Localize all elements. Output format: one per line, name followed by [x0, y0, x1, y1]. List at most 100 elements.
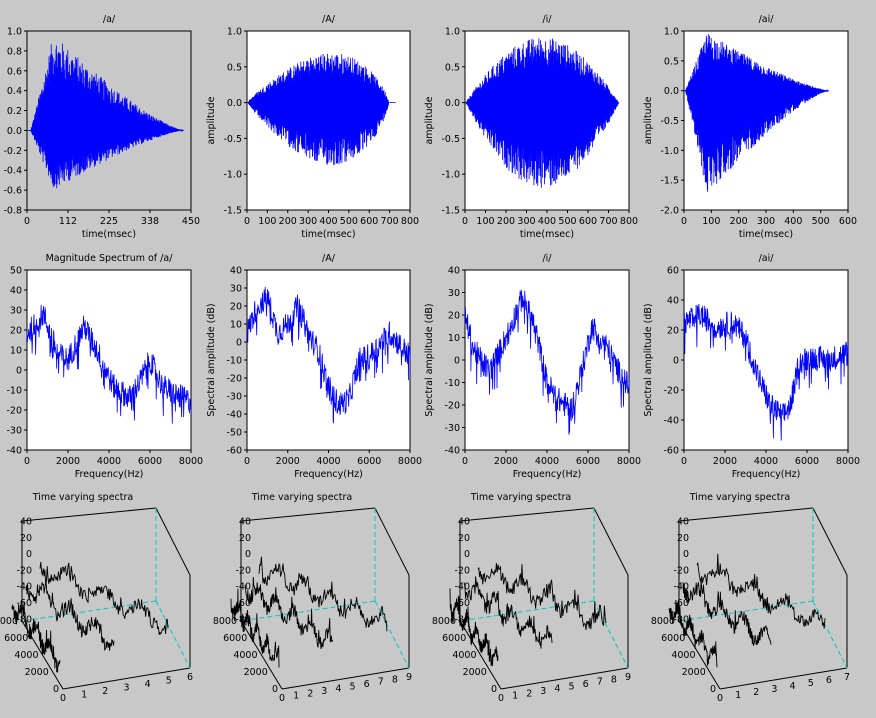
- box-edge: [719, 667, 848, 690]
- y-tick-label: 6000: [223, 633, 247, 644]
- y-axis-label: amplitude: [424, 96, 435, 144]
- y-tick-label: 8000: [213, 616, 237, 627]
- y-tick-label: 40: [10, 286, 22, 297]
- y-tick-label: 0: [53, 684, 59, 695]
- chart-title: /A/: [322, 14, 336, 25]
- spectrum-trace: [39, 561, 169, 635]
- z-tick-label: -40: [454, 582, 470, 593]
- x-axis-label: Frequency(Hz): [732, 469, 801, 480]
- x-tick-label: 600: [839, 216, 857, 227]
- spectrum-line: [464, 289, 630, 435]
- y-tick-label: 4000: [233, 650, 257, 661]
- spectrum-trace: [477, 563, 607, 631]
- x-tick-label: 0: [244, 216, 250, 227]
- box-edge: [62, 667, 191, 690]
- x-tick-label: 100: [476, 216, 494, 227]
- x-tick-label: 1: [735, 690, 741, 701]
- y-tick-label: 1.0: [7, 27, 22, 38]
- x-tick-label: 2: [307, 688, 313, 699]
- y-tick-label: -50: [226, 428, 242, 439]
- x-tick-label: 6000: [795, 456, 819, 467]
- y-tick-label: -1.5: [660, 176, 679, 187]
- x-tick-label: 1: [81, 690, 87, 701]
- y-tick-label: 8000: [0, 616, 18, 627]
- y-tick-label: -0.5: [660, 116, 679, 127]
- box-edge: [374, 507, 410, 576]
- x-tick-label: 112: [59, 216, 77, 227]
- x-tick-label: 7: [378, 677, 384, 688]
- chart-title: /a/: [103, 14, 116, 25]
- y-tick-label: 30: [10, 306, 22, 317]
- x-tick-label: 0: [462, 216, 468, 227]
- x-tick-label: 300: [517, 216, 535, 227]
- x-tick-label: 450: [182, 216, 200, 227]
- x-tick-label: 6: [364, 679, 370, 690]
- box-edge: [812, 507, 848, 576]
- x-tick-label: 500: [340, 216, 358, 227]
- z-tick-label: -60: [454, 598, 470, 609]
- chart-title: /ai/: [759, 253, 775, 264]
- chart-title: Time varying spectra: [689, 492, 790, 503]
- z-tick-label: 20: [458, 533, 470, 544]
- x-tick-label: 2: [753, 687, 759, 698]
- waveform-line: [465, 38, 620, 188]
- spectrum-trace: [244, 576, 334, 650]
- y-tick-label: 0.8: [7, 46, 22, 57]
- spectrum-trace: [258, 556, 388, 632]
- x-tick-label: 4000: [97, 456, 121, 467]
- x-tick-label: 5: [569, 681, 575, 692]
- waveform-line: [27, 43, 184, 189]
- y-tick-label: -0.2: [3, 146, 22, 157]
- y-tick-label: -40: [444, 446, 460, 457]
- y-tick-label: -1.5: [441, 206, 460, 217]
- chart-title: /i/: [542, 253, 552, 264]
- chart-s3: 0 2000 4000 6000 8000 -40 -30 -20 -10 0 10 20 30 40/i…: [424, 253, 641, 480]
- z-tick-label: 0: [245, 549, 251, 560]
- chart-t3: Time varying spectra40200-20-40-60-80800…: [432, 492, 631, 704]
- x-axis-label: time(msec): [82, 229, 136, 240]
- y-tick-label: 0.0: [7, 126, 22, 137]
- y-tick-label: 10: [448, 333, 460, 344]
- z-tick-label: -60: [673, 598, 689, 609]
- x-tick-label: 500: [812, 216, 830, 227]
- y-tick-label: -30: [226, 392, 242, 403]
- y-tick-label: -60: [663, 446, 679, 457]
- x-axis-label: time(msec): [520, 229, 574, 240]
- z-tick-label: -20: [673, 565, 689, 576]
- z-tick-label: -20: [16, 565, 32, 576]
- y-tick-label: 1.0: [445, 27, 460, 38]
- x-tick-label: 0: [717, 693, 723, 704]
- plot-area: [464, 269, 630, 451]
- x-tick-label: 5: [166, 676, 172, 687]
- y-tick-label: 20: [667, 326, 679, 337]
- y-axis-label: amplitude: [643, 96, 654, 144]
- waveform-line: [247, 53, 396, 165]
- y-tick-label: -10: [444, 378, 460, 389]
- y-tick-label: 2000: [25, 667, 49, 678]
- x-tick-label: 700: [599, 216, 617, 227]
- x-tick-label: 400: [784, 216, 802, 227]
- x-tick-label: 2: [526, 688, 532, 699]
- spectrum-trace: [449, 588, 499, 667]
- x-tick-label: 338: [141, 216, 159, 227]
- y-tick-label: 0: [272, 684, 278, 695]
- x-tick-label: 6000: [576, 456, 600, 467]
- x-tick-label: 3: [123, 683, 129, 694]
- x-tick-label: 6000: [138, 456, 162, 467]
- box-edge: [459, 620, 502, 690]
- z-tick-label: -40: [673, 582, 689, 593]
- x-tick-label: 8000: [617, 456, 641, 467]
- chart-t1: Time varying spectra40200-20-40-60-80800…: [0, 492, 193, 704]
- x-tick-label: 700: [381, 216, 399, 227]
- spectrum-line: [26, 304, 192, 424]
- box-edge: [593, 507, 629, 576]
- spectrum-trace: [463, 576, 553, 649]
- chart-title: Magnitude Spectrum of /a/: [46, 253, 174, 264]
- z-tick-label: 40: [20, 517, 32, 528]
- y-tick-label: -0.6: [3, 186, 22, 197]
- hidden-edge: [155, 600, 191, 669]
- x-tick-label: 7: [844, 672, 850, 683]
- x-tick-label: 1: [512, 691, 518, 702]
- x-tick-label: 3: [771, 684, 777, 695]
